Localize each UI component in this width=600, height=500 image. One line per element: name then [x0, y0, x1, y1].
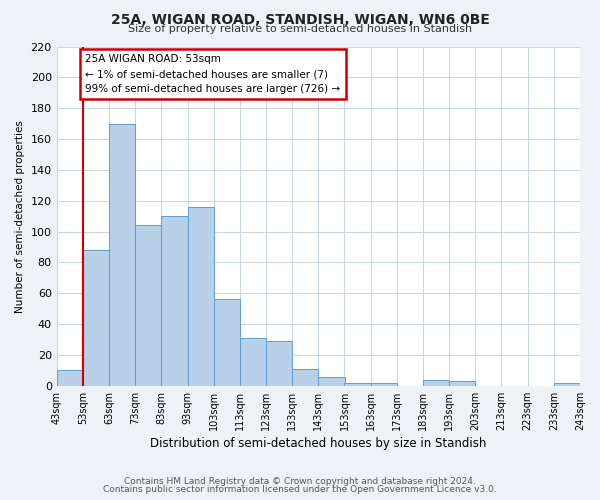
Y-axis label: Number of semi-detached properties: Number of semi-detached properties	[15, 120, 25, 312]
Bar	[187, 207, 214, 386]
Text: Contains HM Land Registry data © Crown copyright and database right 2024.: Contains HM Land Registry data © Crown c…	[124, 477, 476, 486]
Bar	[292, 369, 319, 386]
Text: 25A WIGAN ROAD: 53sqm
← 1% of semi-detached houses are smaller (7)
99% of semi-d: 25A WIGAN ROAD: 53sqm ← 1% of semi-detac…	[85, 54, 341, 94]
Bar	[319, 376, 344, 386]
Text: 25A, WIGAN ROAD, STANDISH, WIGAN, WN6 0BE: 25A, WIGAN ROAD, STANDISH, WIGAN, WN6 0B…	[110, 12, 490, 26]
Bar	[83, 250, 109, 386]
Bar	[56, 370, 83, 386]
Text: Size of property relative to semi-detached houses in Standish: Size of property relative to semi-detach…	[128, 24, 472, 34]
Text: Contains public sector information licensed under the Open Government Licence v3: Contains public sector information licen…	[103, 485, 497, 494]
Bar	[240, 338, 266, 386]
Bar	[423, 380, 449, 386]
Bar	[554, 382, 580, 386]
X-axis label: Distribution of semi-detached houses by size in Standish: Distribution of semi-detached houses by …	[150, 437, 487, 450]
Bar	[135, 226, 161, 386]
Bar	[214, 300, 240, 386]
Bar	[344, 382, 371, 386]
Bar	[449, 381, 475, 386]
Bar	[266, 341, 292, 386]
Bar	[371, 382, 397, 386]
Bar	[161, 216, 187, 386]
Bar	[109, 124, 135, 386]
